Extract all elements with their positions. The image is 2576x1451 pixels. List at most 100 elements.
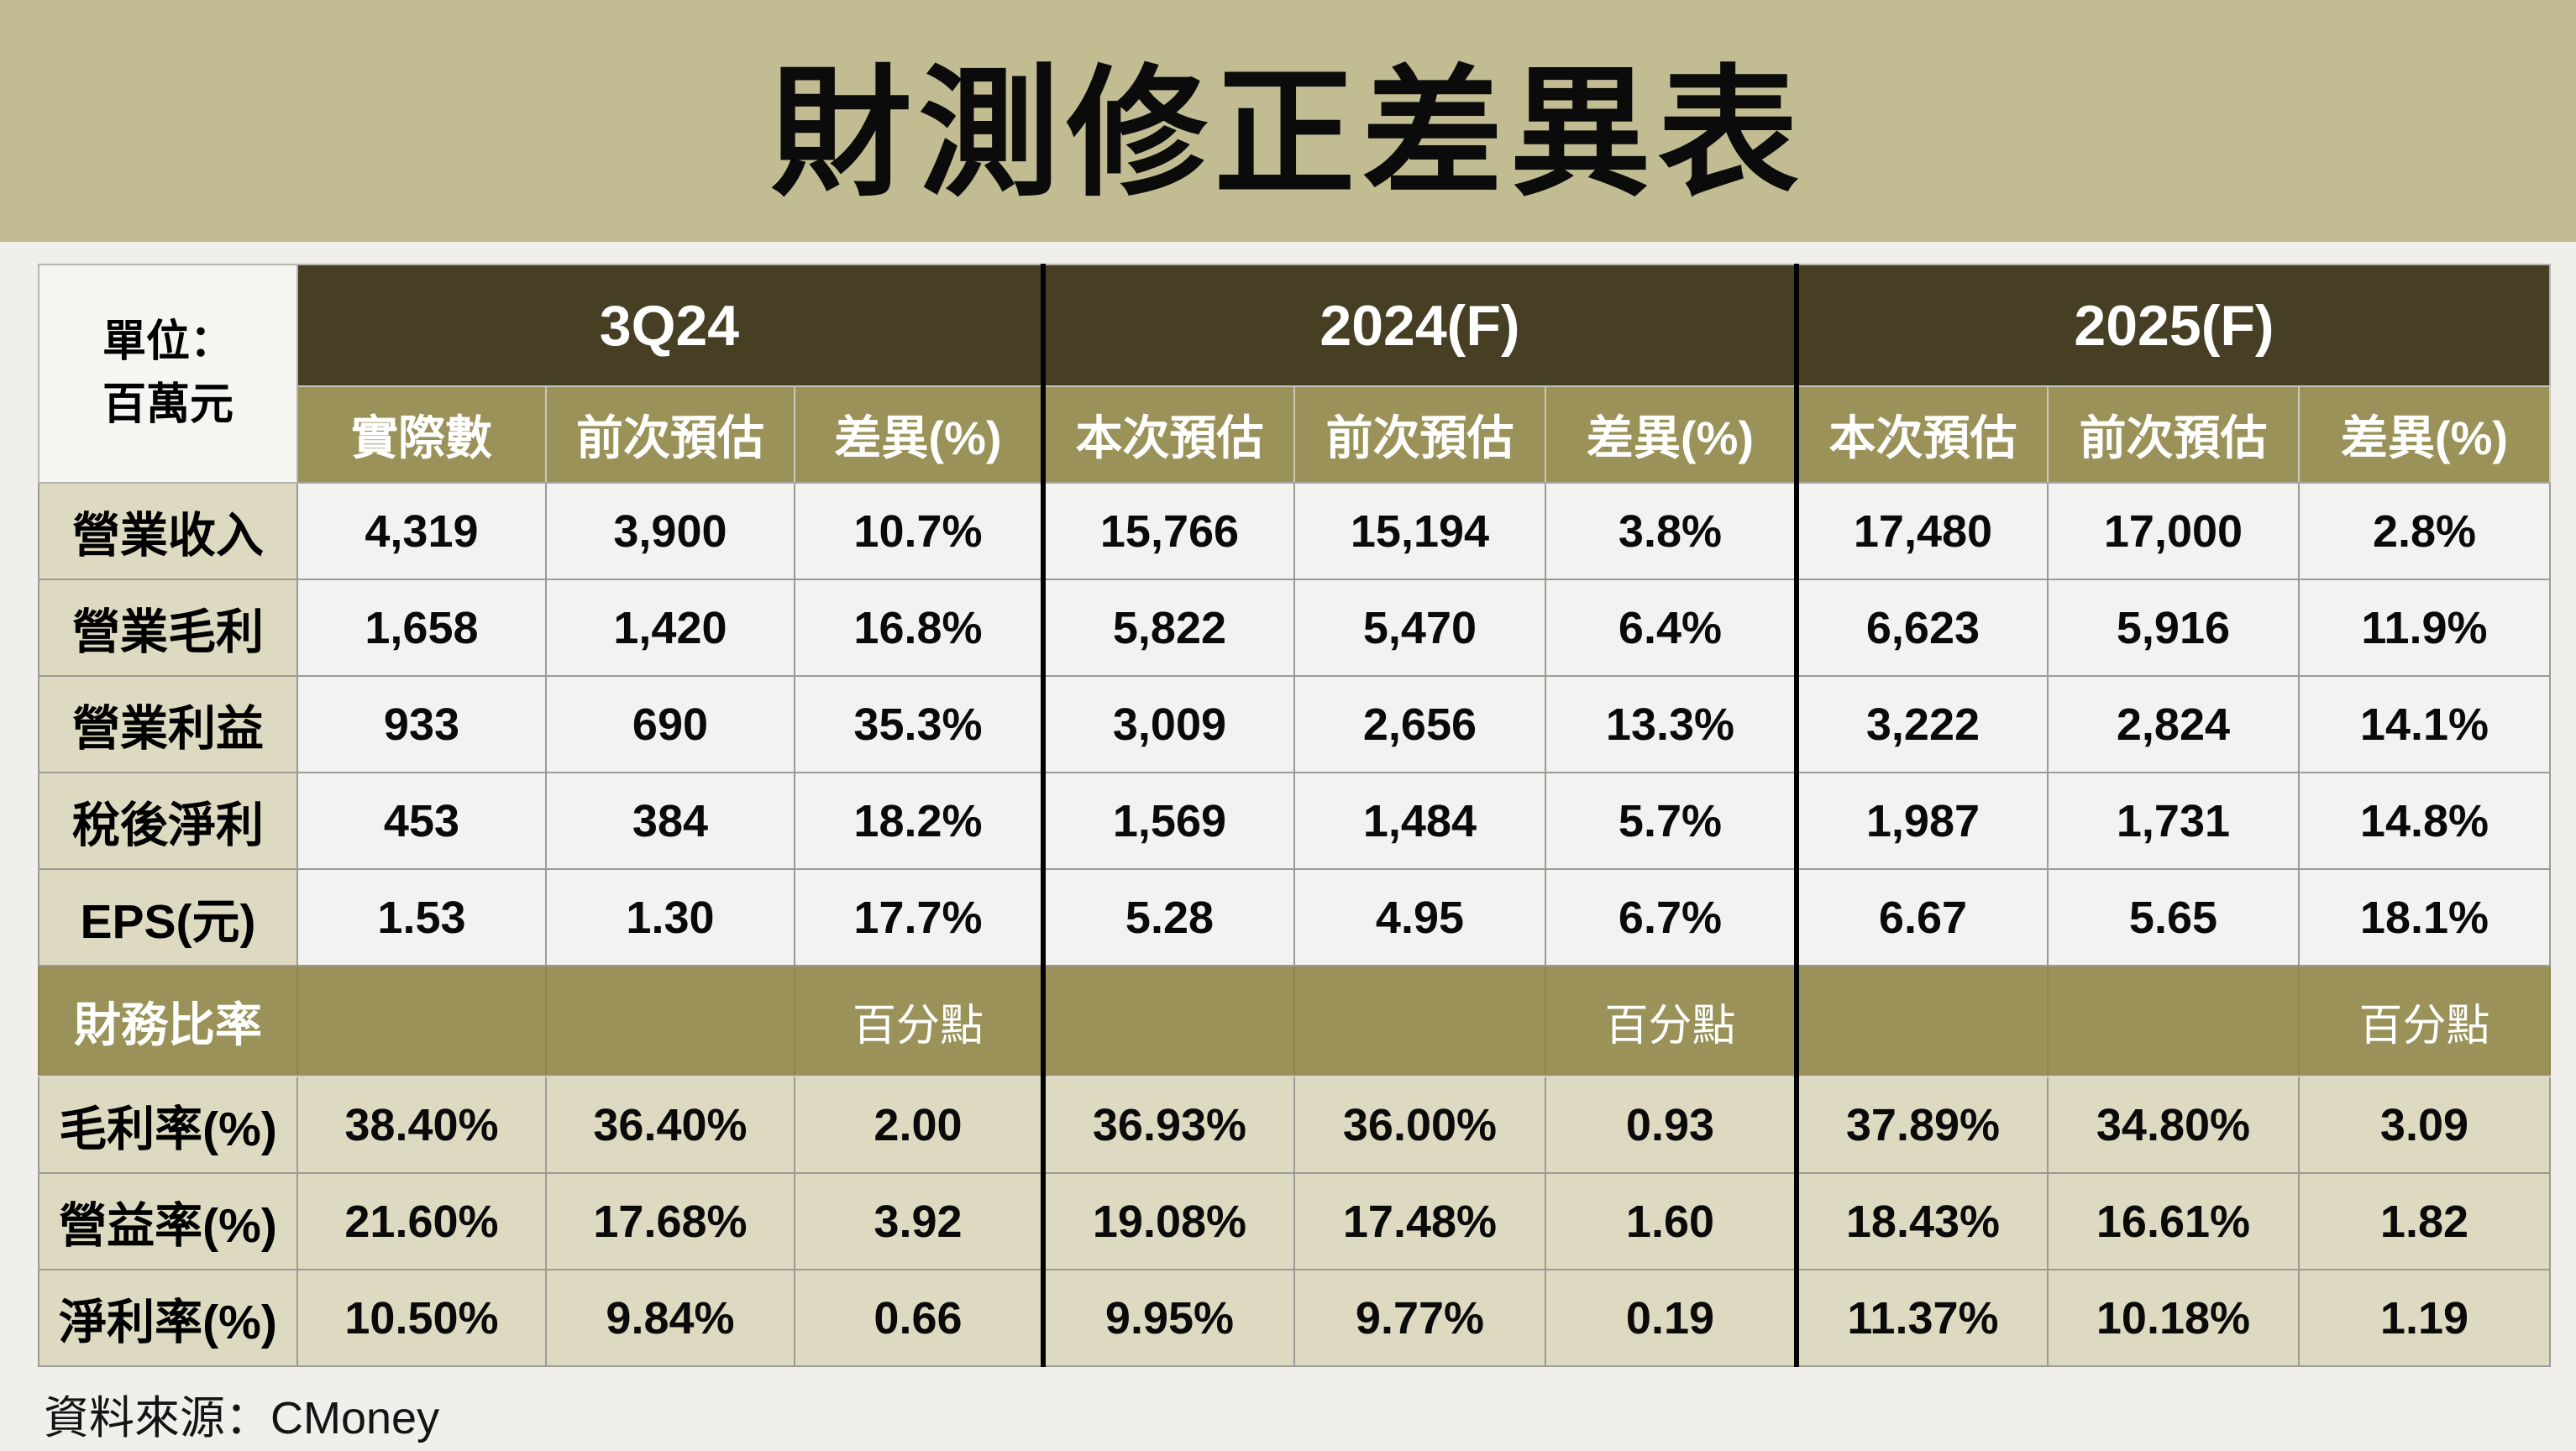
data-cell: 2,656	[1293, 675, 1546, 773]
section-cell	[1793, 965, 2049, 1077]
data-cell: 34.80%	[2046, 1076, 2300, 1174]
data-cell: 4.95	[1293, 868, 1546, 966]
subheader: 實際數	[296, 386, 547, 484]
data-cell: 1,658	[296, 579, 547, 677]
data-cell: 1,484	[1293, 772, 1546, 870]
data-cell: 9.77%	[1293, 1269, 1546, 1367]
subheader-row: 實際數 前次預估 差異(%) 本次預估 前次預估 差異(%) 本次預估 前次預估…	[39, 386, 2552, 484]
row-label: 稅後淨利	[38, 772, 298, 870]
data-cell: 3,900	[544, 482, 795, 580]
data-cell: 6,623	[1793, 579, 2049, 677]
data-cell: 2.8%	[2297, 482, 2552, 580]
data-cell: 453	[296, 772, 547, 870]
data-cell: 6.4%	[1544, 579, 1797, 677]
data-cell: 17,480	[1793, 482, 2049, 580]
data-cell: 11.37%	[1793, 1269, 2049, 1367]
group-header-3q24: 3Q24	[296, 265, 1043, 387]
data-cell: 3.8%	[1544, 482, 1797, 580]
data-cell: 6.67	[1793, 868, 2049, 966]
data-cell: 13.3%	[1544, 675, 1797, 773]
section-cell: 百分點	[793, 965, 1044, 1077]
data-cell: 10.50%	[296, 1269, 547, 1367]
row-label: 毛利率(%)	[38, 1076, 298, 1174]
subheader: 本次預估	[1040, 386, 1295, 484]
data-cell: 1.30	[544, 868, 795, 966]
data-cell: 17.7%	[793, 868, 1044, 966]
table-row: 營業收入 4,319 3,900 10.7% 15,766 15,194 3.8…	[38, 482, 2552, 580]
table-row: 營業利益 933 690 35.3% 3,009 2,656 13.3% 3,2…	[38, 675, 2552, 773]
data-cell: 5,822	[1040, 579, 1295, 677]
data-cell: 0.19	[1544, 1269, 1797, 1367]
data-cell: 15,766	[1040, 482, 1295, 580]
data-cell: 1.53	[296, 868, 547, 966]
data-cell: 9.95%	[1040, 1269, 1295, 1367]
data-cell: 2.00	[793, 1076, 1044, 1174]
data-cell: 5.7%	[1544, 772, 1797, 870]
data-cell: 36.93%	[1040, 1076, 1295, 1174]
row-label: 營益率(%)	[38, 1172, 298, 1270]
table-row: EPS(元) 1.53 1.30 17.7% 5.28 4.95 6.7% 6.…	[38, 868, 2552, 966]
data-cell: 1.82	[2297, 1172, 2552, 1270]
data-cell: 18.2%	[793, 772, 1044, 870]
data-cell: 384	[544, 772, 795, 870]
subheader: 本次預估	[1793, 386, 2049, 484]
subheader: 差異(%)	[1544, 386, 1797, 484]
page-title: 財測修正差異表	[770, 54, 1806, 212]
data-cell: 6.7%	[1544, 868, 1797, 966]
row-label: 營業收入	[38, 482, 298, 580]
data-cell: 933	[296, 675, 547, 773]
row-label: 營業毛利	[38, 579, 298, 677]
subheader: 前次預估	[2046, 386, 2300, 484]
data-cell: 2,824	[2046, 675, 2300, 773]
table-row: 毛利率(%) 38.40% 36.40% 2.00 36.93% 36.00% …	[38, 1076, 2552, 1174]
data-cell: 3,222	[1793, 675, 2049, 773]
subheader: 前次預估	[1293, 386, 1546, 484]
row-label: 營業利益	[38, 675, 298, 773]
data-cell: 0.93	[1544, 1076, 1797, 1174]
unit-line2: 百萬元	[102, 380, 233, 429]
subheader: 前次預估	[544, 386, 795, 484]
data-cell: 16.8%	[793, 579, 1044, 677]
data-cell: 690	[544, 675, 795, 773]
data-cell: 1,731	[2046, 772, 2300, 870]
unit-cell: 單位： 百萬元	[38, 264, 298, 484]
data-cell: 21.60%	[296, 1172, 547, 1270]
forecast-revision-table: 單位： 百萬元 3Q24 2024(F) 2025(F) 實際數 前次預估 差異…	[38, 264, 2552, 1367]
row-label: 淨利率(%)	[38, 1269, 298, 1367]
data-table: 單位： 百萬元 3Q24 2024(F) 2025(F) 實際數 前次預估 差異…	[38, 264, 2552, 1367]
data-cell: 1,420	[544, 579, 795, 677]
data-cell: 17,000	[2046, 482, 2300, 580]
data-cell: 16.61%	[2046, 1172, 2300, 1270]
unit-line1: 單位：	[102, 317, 233, 366]
data-cell: 1,569	[1040, 772, 1295, 870]
section-cell	[296, 965, 547, 1077]
data-cell: 14.1%	[2297, 675, 2552, 773]
table-row: 營業毛利 1,658 1,420 16.8% 5,822 5,470 6.4% …	[38, 579, 2552, 677]
table-row: 營益率(%) 21.60% 17.68% 3.92 19.08% 17.48% …	[38, 1172, 2552, 1270]
subheader: 差異(%)	[2297, 386, 2552, 484]
section-cell: 百分點	[1544, 965, 1797, 1077]
data-cell: 10.18%	[2046, 1269, 2300, 1367]
data-cell: 35.3%	[793, 675, 1044, 773]
group-header-row: 單位： 百萬元 3Q24 2024(F) 2025(F)	[38, 264, 2550, 484]
row-label: EPS(元)	[38, 868, 298, 966]
data-cell: 18.43%	[1793, 1172, 2049, 1270]
section-cell	[1293, 965, 1546, 1077]
data-cell: 10.7%	[793, 482, 1044, 580]
data-cell: 1.19	[2297, 1269, 2552, 1367]
data-cell: 15,194	[1293, 482, 1546, 580]
data-cell: 1.60	[1544, 1172, 1797, 1270]
data-cell: 5.28	[1040, 868, 1295, 966]
data-cell: 5.65	[2046, 868, 2300, 966]
data-cell: 9.84%	[544, 1269, 795, 1367]
data-cell: 17.48%	[1293, 1172, 1546, 1270]
data-cell: 38.40%	[296, 1076, 547, 1174]
data-cell: 4,319	[296, 482, 547, 580]
section-cell	[544, 965, 795, 1077]
section-label: 財務比率	[38, 965, 298, 1077]
section-cell: 百分點	[2297, 965, 2552, 1077]
data-cell: 19.08%	[1040, 1172, 1295, 1270]
data-cell: 37.89%	[1793, 1076, 2049, 1174]
data-cell: 3.09	[2297, 1076, 2552, 1174]
data-cell: 3,009	[1040, 675, 1295, 773]
